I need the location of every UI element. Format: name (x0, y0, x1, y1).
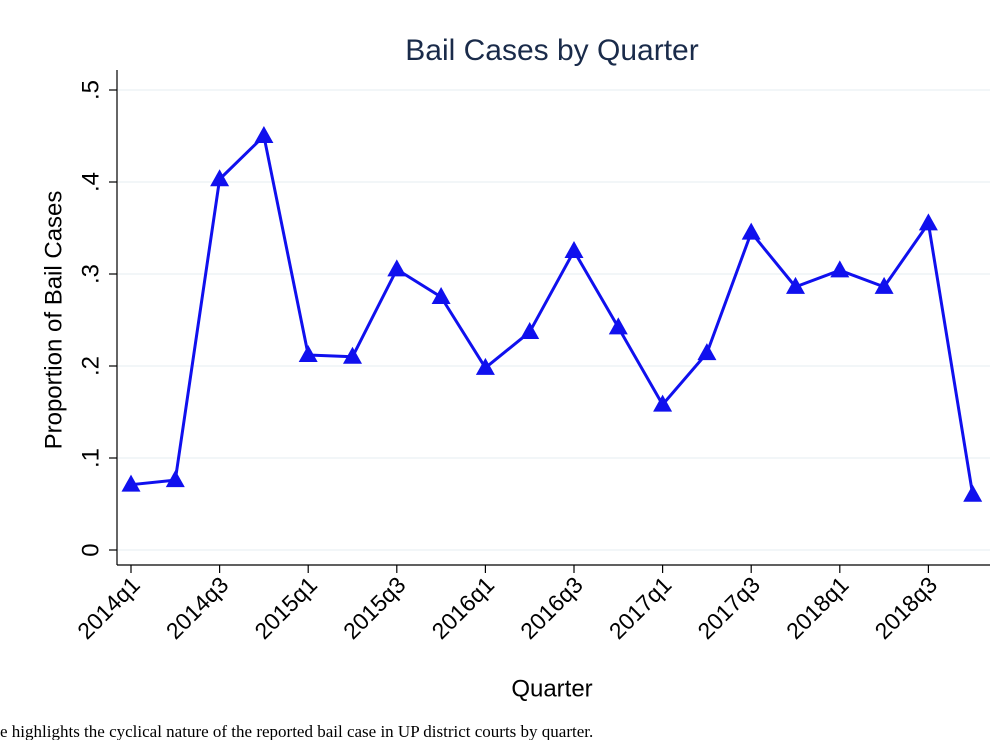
y-axis-title: Proportion of Bail Cases (40, 191, 67, 450)
marker (343, 346, 362, 364)
x-axis-title: Quarter (511, 675, 592, 702)
y-tick-label: .4 (77, 172, 104, 192)
marker (741, 222, 761, 240)
marker (830, 260, 850, 278)
marker (121, 474, 141, 492)
y-tick-label: .3 (77, 264, 104, 284)
series-line (130, 134, 975, 496)
marker (653, 394, 673, 412)
caption: e highlights the cyclical nature of the … (0, 722, 593, 740)
marker (564, 241, 584, 258)
marker (210, 169, 230, 187)
marker (520, 321, 540, 339)
y-tick-label: .5 (77, 80, 104, 100)
marker (608, 317, 628, 335)
marker (254, 126, 274, 143)
marker (697, 343, 717, 361)
marker (431, 287, 451, 304)
marker (298, 344, 318, 362)
marker (918, 213, 938, 231)
y-tick-label: .2 (77, 356, 104, 376)
y-tick-label: .1 (77, 448, 104, 468)
marker (874, 276, 894, 294)
marker (165, 470, 185, 488)
y-tick-label: 0 (77, 543, 104, 556)
marker (475, 357, 495, 375)
chart-title: Bail Cases by Quarter (405, 34, 698, 67)
marker (963, 484, 983, 502)
marker (387, 259, 407, 277)
marker (786, 276, 805, 294)
